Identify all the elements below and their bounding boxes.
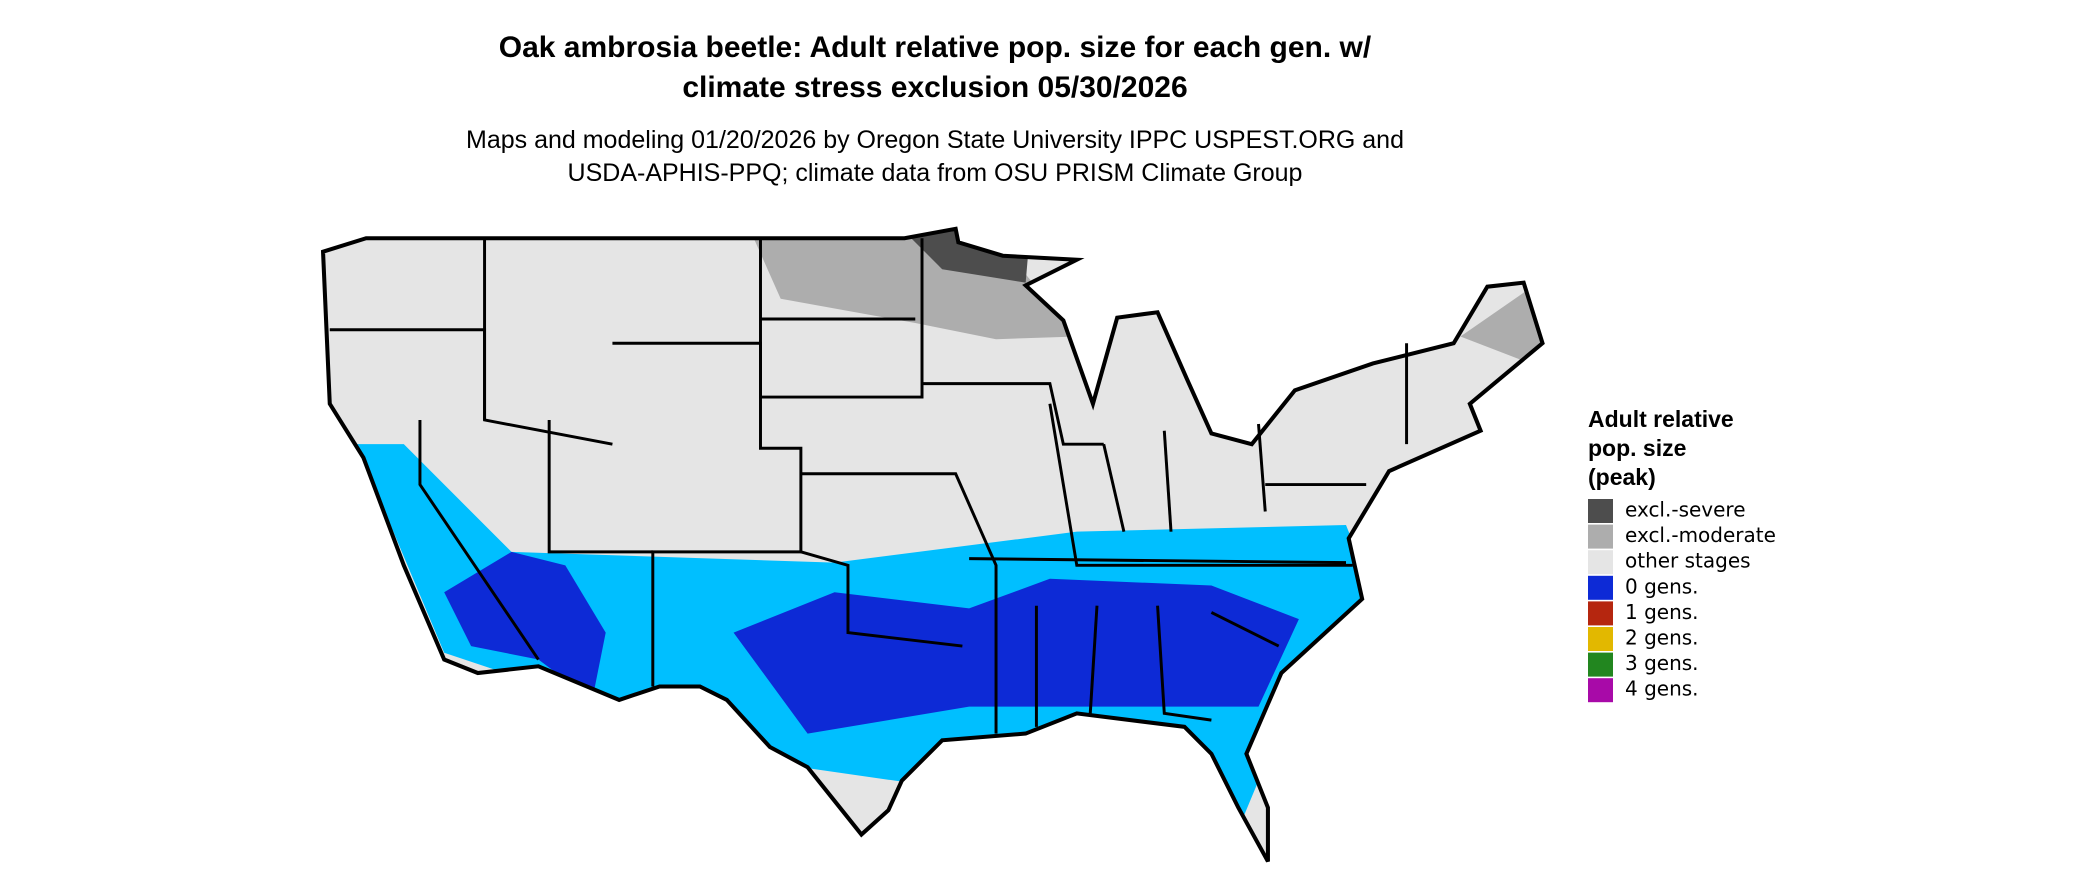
legend-swatch	[1588, 550, 1613, 575]
legend-swatch	[1588, 678, 1613, 703]
legend-label: 3 gens.	[1625, 651, 1699, 675]
legend: Adult relative pop. size (peak) excl.-sever…	[1588, 406, 1776, 703]
title-line: Oak ambrosia beetle: Adult relative pop.…	[499, 31, 1372, 64]
legend-label: excl.-severe	[1625, 498, 1746, 522]
legend-title: Adult relative	[1588, 406, 1734, 432]
legend-swatch	[1588, 652, 1613, 677]
legend-label: 4 gens.	[1625, 677, 1699, 701]
subtitle-line: USDA-APHIS-PPQ; climate data from OSU PR…	[568, 159, 1303, 187]
legend-label: other stages	[1625, 549, 1751, 573]
legend-label: 2 gens.	[1625, 626, 1699, 650]
legend-label: 1 gens.	[1625, 600, 1699, 624]
title-line: climate stress exclusion 05/30/2026	[682, 71, 1187, 104]
map	[310, 215, 1562, 888]
legend-swatch	[1588, 627, 1613, 651]
legend-title: pop. size	[1588, 435, 1686, 461]
legend-title: (peak)	[1588, 464, 1656, 490]
legend-label: excl.-moderate	[1625, 523, 1776, 547]
legend-swatch	[1588, 601, 1613, 626]
legend-swatch	[1588, 524, 1613, 549]
subtitle-line: Maps and modeling 01/20/2026 by Oregon S…	[466, 126, 1404, 154]
legend-swatch	[1588, 499, 1613, 523]
legend-label: 0 gens.	[1625, 574, 1699, 598]
legend-swatch	[1588, 575, 1613, 600]
